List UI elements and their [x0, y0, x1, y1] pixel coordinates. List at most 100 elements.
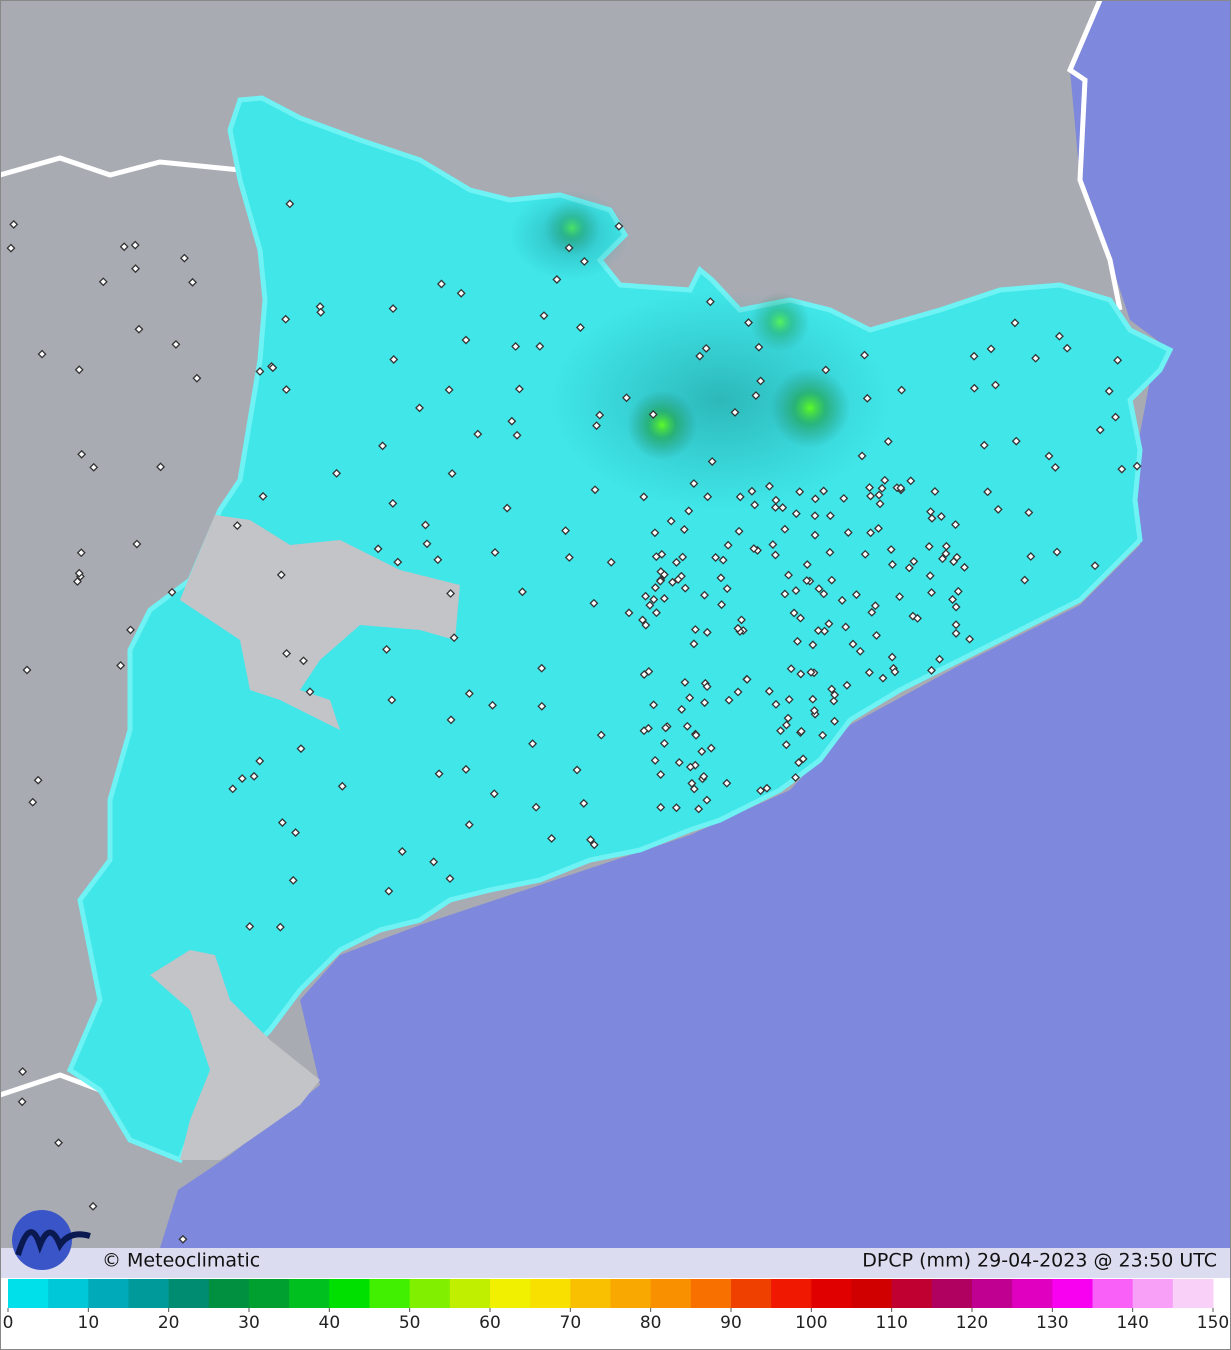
station	[638, 615, 648, 625]
station	[874, 523, 883, 533]
station	[388, 304, 398, 314]
station	[751, 391, 761, 400]
station	[695, 351, 705, 361]
station	[684, 506, 694, 516]
station	[421, 520, 430, 530]
logo-mark	[15, 1229, 91, 1256]
station	[564, 243, 574, 253]
station	[780, 524, 790, 534]
scale-swatch	[48, 1279, 89, 1308]
station	[808, 694, 818, 704]
station	[711, 553, 721, 562]
station	[877, 483, 887, 493]
scale-swatch	[731, 1279, 772, 1308]
station	[98, 277, 108, 287]
station	[299, 656, 308, 666]
station	[54, 1138, 63, 1148]
station	[156, 462, 166, 472]
station	[821, 365, 831, 375]
station	[793, 636, 802, 646]
station	[806, 667, 816, 677]
scale-swatch	[289, 1279, 330, 1308]
station	[860, 350, 869, 360]
station	[575, 323, 585, 332]
station	[734, 526, 744, 536]
precip-peak	[770, 368, 850, 448]
station	[890, 667, 900, 677]
station	[388, 498, 398, 508]
station	[895, 592, 905, 602]
scale-swatch	[168, 1279, 210, 1308]
station	[659, 738, 669, 748]
station	[689, 639, 699, 649]
station	[88, 1201, 98, 1211]
station	[1117, 464, 1127, 474]
station	[661, 723, 671, 733]
scale-label: 20	[158, 1313, 180, 1333]
station	[1104, 386, 1114, 396]
dry-area	[180, 515, 460, 730]
dry-area	[150, 950, 320, 1160]
station	[679, 525, 689, 534]
station	[547, 833, 557, 843]
station	[796, 669, 806, 679]
station	[809, 706, 819, 716]
station	[855, 646, 865, 656]
station	[531, 802, 541, 812]
station	[781, 740, 791, 750]
station	[819, 589, 829, 599]
station	[764, 686, 774, 696]
station	[875, 499, 885, 509]
station	[17, 1097, 27, 1107]
scale-label: 40	[319, 1313, 341, 1333]
station	[228, 784, 238, 794]
station	[771, 699, 781, 709]
scale-swatch	[1092, 1279, 1134, 1308]
station	[860, 549, 870, 559]
station	[808, 640, 818, 650]
station	[281, 385, 291, 395]
scale-label: 150	[1197, 1313, 1229, 1333]
border	[0, 155, 241, 178]
station	[433, 555, 443, 565]
station	[762, 783, 772, 793]
station	[434, 769, 444, 779]
station	[579, 798, 589, 808]
station	[723, 540, 733, 550]
station	[648, 410, 658, 419]
station	[825, 547, 835, 557]
station	[245, 922, 255, 931]
station	[296, 744, 306, 754]
scale-swatch	[128, 1279, 170, 1308]
station	[624, 608, 634, 618]
station	[37, 349, 47, 359]
catalonia-region	[66, 95, 1174, 1164]
station	[9, 219, 19, 229]
station	[851, 590, 861, 600]
scale-swatch	[811, 1279, 852, 1308]
station	[733, 623, 743, 633]
station	[784, 695, 794, 704]
station	[592, 421, 602, 431]
station	[126, 625, 135, 635]
station	[1132, 461, 1142, 471]
station	[848, 639, 858, 649]
station	[730, 407, 740, 417]
station	[456, 288, 466, 298]
station	[539, 311, 549, 321]
station	[384, 886, 394, 896]
station	[842, 680, 852, 690]
station	[794, 758, 804, 768]
station	[659, 593, 669, 603]
station	[722, 584, 732, 594]
station	[488, 700, 497, 710]
scale-swatch	[610, 1279, 652, 1308]
precip-peak	[750, 292, 810, 352]
station	[528, 739, 538, 749]
station	[393, 557, 403, 567]
station	[285, 199, 295, 209]
station	[249, 771, 259, 781]
station	[843, 528, 853, 538]
scale-swatch	[409, 1279, 451, 1308]
station	[179, 253, 189, 263]
